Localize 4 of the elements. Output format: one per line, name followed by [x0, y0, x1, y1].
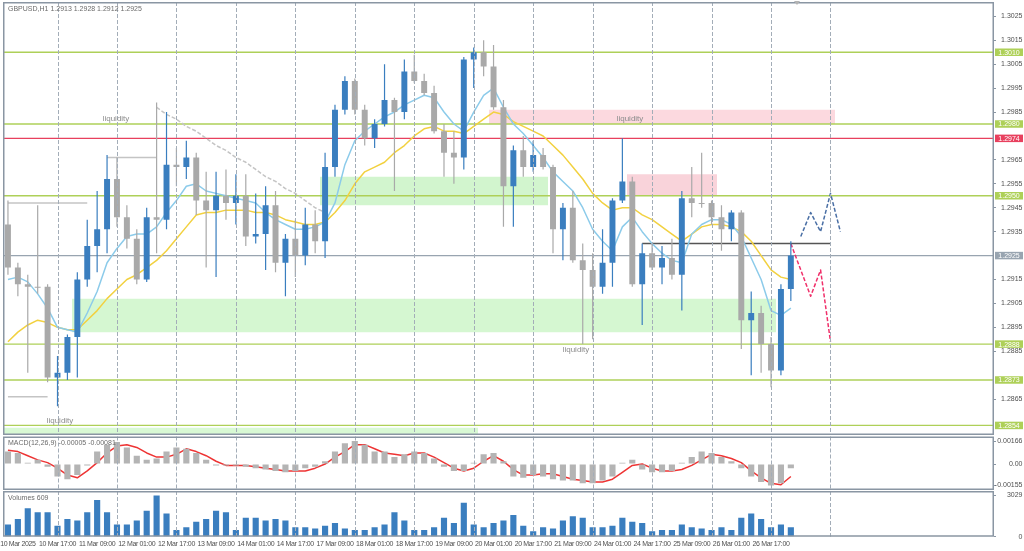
- annotation: liquidity: [616, 114, 644, 124]
- annotation: liquidity: [562, 345, 590, 355]
- annotation: liquidity: [46, 415, 74, 425]
- annotation: liquidity: [102, 113, 130, 123]
